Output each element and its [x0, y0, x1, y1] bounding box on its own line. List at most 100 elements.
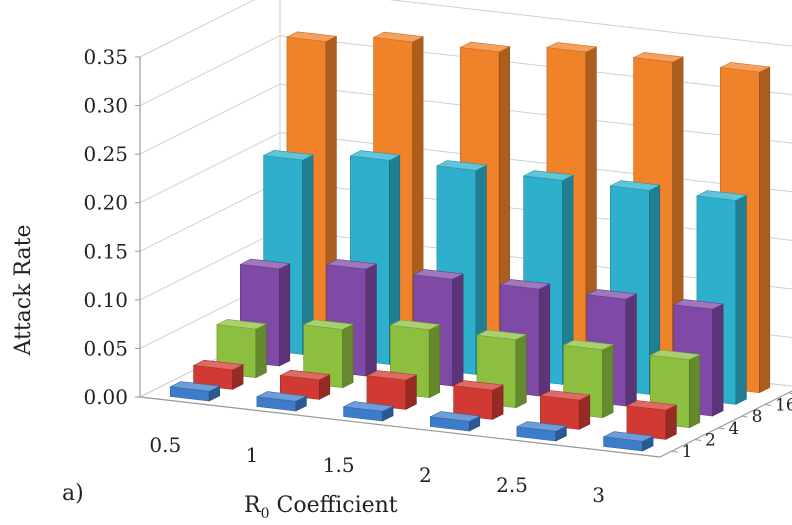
- x-axis-title-rest: Coefficient: [270, 493, 398, 518]
- bar-top-face: [515, 421, 568, 432]
- bar-top-face: [342, 401, 395, 412]
- bar-top-face: [545, 42, 598, 53]
- bar: [279, 369, 331, 400]
- depth-tick: [694, 439, 702, 441]
- bar-side-face: [602, 344, 614, 419]
- bar-top-face: [475, 329, 528, 341]
- depth-tick-label: 8: [752, 407, 763, 427]
- x-tick-label: 3: [592, 483, 605, 507]
- depth-tick-label: 2: [705, 431, 716, 451]
- bar: [429, 411, 481, 432]
- bar-top-face: [522, 170, 575, 181]
- bar-side-face: [688, 354, 701, 429]
- bar-top-face: [365, 370, 418, 381]
- x-tick-label: 2: [419, 463, 432, 487]
- y-tick-label: 0.25: [83, 142, 128, 166]
- bar-side-face: [278, 263, 291, 367]
- depth-tick: [671, 450, 678, 453]
- bar-top-face: [169, 381, 221, 392]
- bar-top-face: [239, 258, 291, 270]
- y-tick-label: 0.15: [83, 239, 128, 263]
- bar-top-face: [412, 269, 465, 280]
- y-tick-label: 0.30: [83, 94, 128, 118]
- bar-top-face: [285, 31, 338, 42]
- bar-top-face: [302, 319, 355, 330]
- bar-top-face: [349, 150, 401, 161]
- x-axis-title-r: R: [244, 493, 262, 518]
- bar-side-face: [665, 404, 677, 440]
- y-tick-label: 0.35: [83, 45, 128, 69]
- bar-top-face: [389, 319, 441, 331]
- bar-side-face: [758, 66, 771, 394]
- bar-side-face: [492, 384, 504, 420]
- bar-top-face: [719, 62, 771, 73]
- bar: [365, 370, 418, 410]
- bar-side-face: [255, 323, 267, 379]
- bar-side-face: [452, 273, 464, 387]
- bar-side-face: [712, 303, 724, 417]
- x-tick-label: 2.5: [496, 473, 528, 497]
- depth-tick: [741, 415, 748, 418]
- bar-top-face: [695, 190, 748, 201]
- bar-top-face: [192, 359, 245, 371]
- bar-side-face: [578, 394, 591, 430]
- depth-axis-line: [659, 390, 792, 458]
- bar: [342, 401, 395, 422]
- depth-tick-label: 16: [775, 396, 792, 416]
- bar-side-face: [625, 293, 637, 407]
- bar: [452, 380, 505, 420]
- bar-top-face: [539, 390, 591, 401]
- gridline: [139, 0, 792, 58]
- x-axis-title-subscript: 0: [261, 506, 270, 522]
- depth-tick-label: 4: [728, 419, 739, 439]
- bar: [192, 359, 245, 390]
- bar-top-face: [429, 411, 481, 422]
- bar-side-face: [735, 194, 747, 405]
- bar: [475, 329, 528, 409]
- y-tick-label: 0.20: [83, 191, 128, 215]
- bar-top-face: [602, 431, 655, 442]
- bar-top-face: [435, 160, 488, 171]
- x-axis-title: R0 Coefficient: [244, 493, 398, 522]
- bar-top-face: [562, 339, 615, 351]
- bar-top-face: [672, 299, 725, 310]
- depth-tick: [764, 404, 772, 406]
- depth-tick: [788, 392, 792, 394]
- y-tick-label: 0.00: [83, 385, 128, 409]
- y-tick-label: 0.05: [83, 336, 128, 360]
- bar-top-face: [215, 319, 268, 330]
- bar: [602, 431, 655, 452]
- x-tick-label: 1: [246, 443, 259, 467]
- bar: [169, 381, 221, 402]
- chart-labels: 0.00 0.05 0.10 0.15 0.20 0.25 0.30 0.35 0.5 1 1.5 2…: [83, 45, 792, 507]
- x-tick-label: 1.5: [323, 453, 355, 477]
- bar: [515, 421, 568, 442]
- bar-top-face: [255, 391, 308, 402]
- x-tick-label: 0.5: [149, 433, 181, 457]
- x-axis-line: [139, 396, 661, 458]
- chart-walls: [135, 0, 792, 458]
- bar-top-face: [459, 41, 511, 53]
- bar-side-face: [515, 334, 527, 409]
- bar-side-face: [538, 283, 551, 397]
- bar: [625, 400, 678, 440]
- bar-top-face: [649, 349, 701, 361]
- depth-tick: [718, 427, 725, 430]
- bar-side-face: [365, 263, 377, 377]
- y-tick-label: 0.10: [83, 288, 128, 312]
- bar-side-face: [428, 324, 441, 399]
- depth-tick-label: 1: [682, 442, 693, 462]
- bar-top-face: [452, 380, 505, 391]
- y-axis-title: Attack Rate: [11, 225, 36, 357]
- bar: [539, 390, 591, 430]
- bar-top-face: [585, 289, 638, 300]
- bar-side-face: [342, 323, 354, 389]
- bar-top-face: [325, 259, 378, 270]
- bar-top-face: [499, 279, 551, 290]
- bar: [255, 391, 308, 412]
- panel-label: a): [62, 481, 84, 506]
- bar-top-face: [632, 52, 685, 63]
- bar-top-face: [262, 149, 315, 161]
- bar-top-face: [609, 180, 661, 191]
